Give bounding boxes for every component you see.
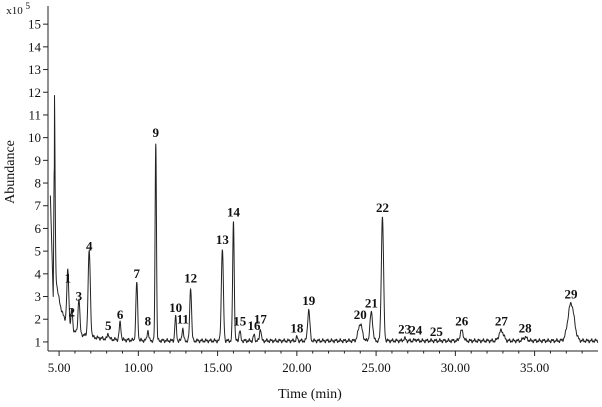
peak-label-12: 12 xyxy=(184,270,197,285)
y-tick-label: 14 xyxy=(28,39,42,54)
peak-label-26: 26 xyxy=(455,314,469,329)
peak-label-15: 15 xyxy=(233,314,247,329)
peak-label-24: 24 xyxy=(409,323,423,338)
y-tick-label: 7 xyxy=(35,198,42,213)
x-axis-title: Time (min) xyxy=(278,387,342,402)
peak-label-27: 27 xyxy=(495,314,509,329)
y-tick-label: 12 xyxy=(28,85,41,100)
x-tick-label: 15.00 xyxy=(203,360,232,375)
x-axis: 5.00 10.00 15.00 20.00 25.00 30.00 35.00 xyxy=(48,350,598,375)
peak-label-2: 2 xyxy=(69,304,76,319)
peak-label-14: 14 xyxy=(227,205,241,220)
x-tick-label: 5.00 xyxy=(48,360,71,375)
x-tick-label: 25.00 xyxy=(361,360,390,375)
y-exponent-base: x10 xyxy=(6,5,23,17)
peak-label-17: 17 xyxy=(254,311,268,326)
peak-label-22: 22 xyxy=(376,200,389,215)
peak-label-25: 25 xyxy=(430,324,444,339)
peak-label-28: 28 xyxy=(519,320,533,335)
y-tick-label: 9 xyxy=(35,153,42,168)
y-tick-label: 15 xyxy=(28,17,41,32)
peak-label-11: 11 xyxy=(177,311,189,326)
peak-label-18: 18 xyxy=(290,320,304,335)
peak-label-19: 19 xyxy=(302,293,316,308)
y-tick-label: 13 xyxy=(28,62,41,77)
peak-label-3: 3 xyxy=(76,289,83,304)
x-tick-label: 35.00 xyxy=(520,360,549,375)
y-tick-label: 1 xyxy=(35,334,42,349)
y-tick-label: 8 xyxy=(35,176,42,191)
peak-label-1: 1 xyxy=(65,270,72,285)
y-tick-label: 6 xyxy=(35,221,42,236)
peak-label-23: 23 xyxy=(398,322,412,337)
peak-label-6: 6 xyxy=(117,307,124,322)
y-tick-label: 5 xyxy=(35,244,42,259)
chromatogram-trace xyxy=(49,95,599,344)
peak-label-13: 13 xyxy=(216,232,230,247)
y-tick-label: 10 xyxy=(28,130,41,145)
peak-label-16: 16 xyxy=(248,318,262,333)
peak-label-29: 29 xyxy=(565,286,579,301)
peak-label-10: 10 xyxy=(169,300,182,315)
peak-label-7: 7 xyxy=(134,266,141,281)
y-exponent-power: 5 xyxy=(26,1,31,11)
peak-label-20: 20 xyxy=(354,307,367,322)
peak-label-8: 8 xyxy=(145,314,152,329)
y-axis-title: Abundance xyxy=(3,140,18,204)
peak-label-4: 4 xyxy=(86,239,93,254)
y-tick-label: 11 xyxy=(28,107,41,122)
y-axis-exponent: x10 5 xyxy=(6,1,30,17)
peak-label-21: 21 xyxy=(365,295,378,310)
x-tick-label: 20.00 xyxy=(282,360,311,375)
y-tick-label: 2 xyxy=(35,312,42,327)
peak-label-9: 9 xyxy=(153,125,160,140)
y-tick-label: 3 xyxy=(35,289,42,304)
y-tick-label: 4 xyxy=(35,266,42,281)
x-tick-label: 30.00 xyxy=(441,360,470,375)
peak-label-5: 5 xyxy=(105,318,112,333)
x-tick-label: 10.00 xyxy=(124,360,153,375)
